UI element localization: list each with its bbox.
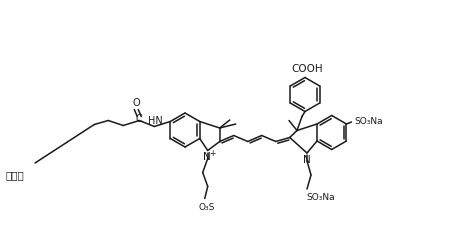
Text: C: C [136, 114, 143, 125]
Text: O₃S: O₃S [199, 203, 215, 212]
Text: O: O [132, 99, 140, 108]
Text: HN: HN [148, 116, 162, 127]
Text: N: N [203, 153, 210, 162]
Text: SO₃Na: SO₃Na [354, 116, 383, 126]
Text: COOH: COOH [291, 65, 323, 74]
Text: 藻蓝素: 藻蓝素 [5, 170, 24, 180]
Text: +: + [210, 149, 216, 158]
Text: N: N [303, 155, 311, 165]
Text: SO₃Na: SO₃Na [307, 194, 335, 202]
